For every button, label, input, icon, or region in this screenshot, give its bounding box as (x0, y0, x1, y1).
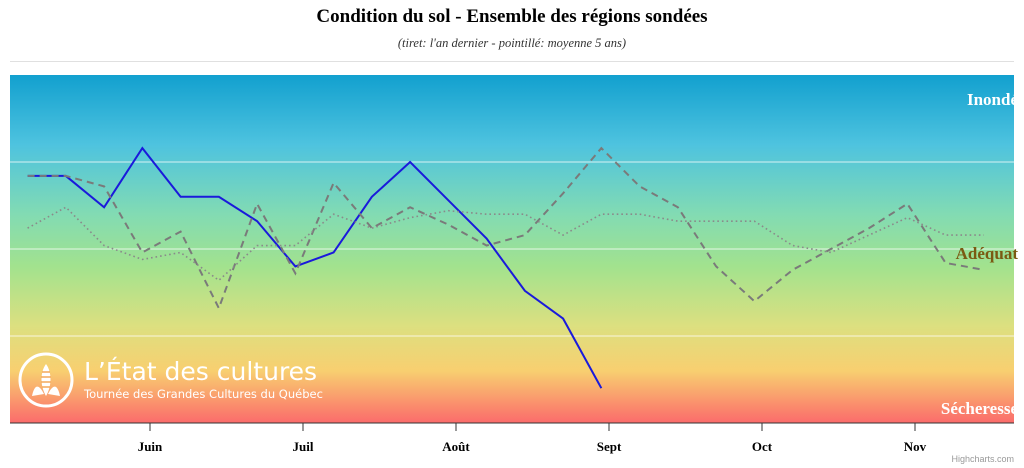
x-tick-label: Sept (597, 439, 622, 454)
logo-title: L’État des cultures (84, 357, 318, 386)
band-label-secheresse: Sécheresse (941, 399, 1019, 418)
credits-link[interactable]: Highcharts.com (951, 454, 1014, 464)
grid-lines (10, 161, 1014, 337)
series-lines (27, 146, 985, 389)
x-tick-label: Juin (138, 439, 163, 454)
logo: L’État des cultures Tournée des Grandes … (18, 350, 323, 410)
x-tick-label: Oct (752, 439, 773, 454)
x-tick-label: Août (442, 439, 470, 454)
band-label-inonde: Inondé (967, 90, 1018, 109)
corn-logo-icon (18, 352, 74, 408)
chart-subtitle: (tiret: l'an dernier - pointillé: moyenn… (397, 36, 627, 50)
x-axis-ticks: Juin Juil Août Sept Oct Nov (138, 423, 927, 454)
x-tick-label: Nov (904, 439, 927, 454)
series-line-dotted (27, 206, 984, 282)
title-divider (10, 61, 1014, 62)
band-label-adequat: Adéquat (956, 244, 1019, 263)
logo-subtitle: Tournée des Grandes Cultures du Québec (84, 387, 323, 401)
x-tick-label: Juil (293, 439, 314, 454)
chart-title: Condition du sol - Ensemble des régions … (316, 6, 708, 27)
series-line-dashed (27, 146, 985, 311)
series-line-solid (27, 146, 603, 389)
